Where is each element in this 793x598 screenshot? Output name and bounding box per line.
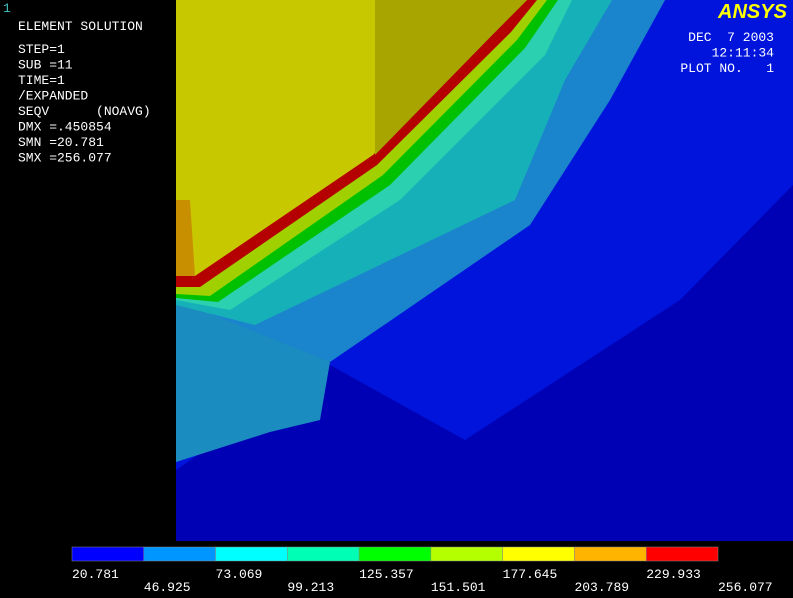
stamp-line: PLOT NO. 1: [680, 61, 774, 76]
header-line: /EXPANDED: [18, 89, 88, 104]
header-line: SEQV (NOAVG): [18, 104, 151, 119]
legend-label: 229.933: [646, 567, 701, 582]
legend-swatch: [215, 546, 288, 562]
legend-swatch: [430, 546, 503, 562]
legend-swatch: [287, 546, 360, 562]
legend-swatch: [358, 546, 432, 562]
stamp-line: DEC 7 2003: [688, 30, 774, 45]
region-yellow-shade: [375, 0, 527, 155]
header-line: STEP=1: [18, 42, 65, 57]
legend-label: 151.501: [431, 580, 486, 595]
legend-label: 203.789: [574, 580, 629, 595]
stamp-line: 12:11:34: [712, 46, 775, 61]
legend-swatch: [645, 546, 719, 562]
region-orange-edge: [176, 200, 195, 276]
legend-label: 125.357: [359, 567, 414, 582]
legend-swatch: [502, 546, 575, 562]
contour-plot: [176, 0, 793, 541]
logo: ANSYS: [717, 1, 788, 23]
legend-label: 99.213: [287, 580, 334, 595]
header-line: SUB =11: [18, 58, 73, 73]
header-line: TIME=1: [18, 73, 65, 88]
header-line: DMX =.450854: [18, 120, 112, 135]
legend-label: 20.781: [72, 567, 119, 582]
legend-swatch: [574, 546, 647, 562]
legend-swatch: [143, 546, 216, 562]
legend-swatch: [71, 546, 145, 562]
legend-label: 73.069: [216, 567, 263, 582]
legend-label: 46.925: [144, 580, 191, 595]
header-line: ELEMENT SOLUTION: [18, 19, 143, 34]
region-teal-blob: [176, 300, 330, 462]
legend-label: 177.645: [503, 567, 558, 582]
legend: 20.781 46.925 73.069 99.213 125.357 151.501 17…: [71, 546, 773, 595]
header-line: SMN =20.781: [18, 135, 104, 150]
legend-label: 256.077: [718, 580, 773, 595]
window-number: 1: [3, 1, 11, 16]
header-line: SMX =256.077: [18, 151, 112, 166]
